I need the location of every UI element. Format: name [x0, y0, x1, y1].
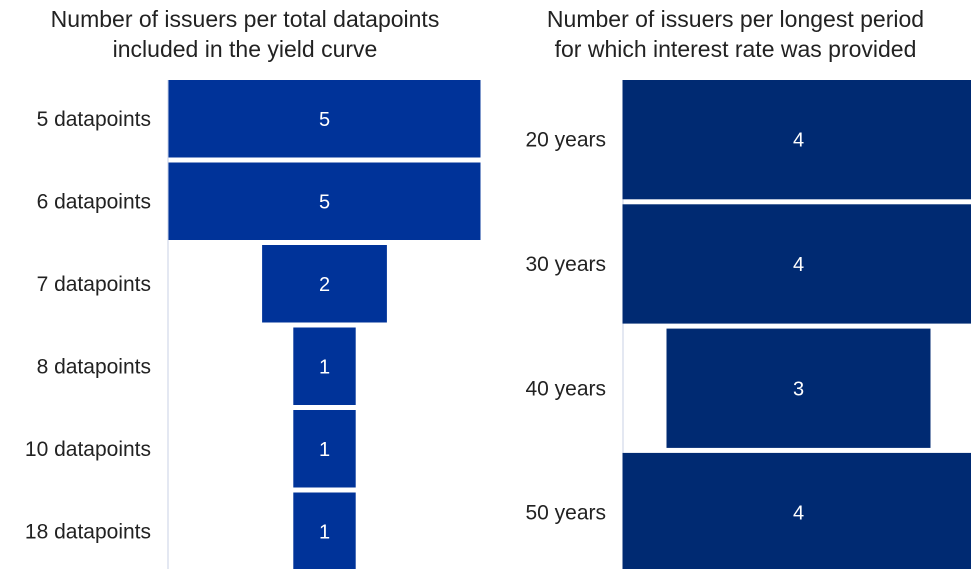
chart-title-left: Number of issuers per total datapoints i… — [0, 4, 490, 64]
category-label: 50 years — [525, 502, 606, 525]
category-label: 6 datapoints — [37, 190, 151, 213]
bar-value-label: 1 — [319, 439, 330, 461]
category-label: 40 years — [525, 377, 606, 400]
funnel-bar — [666, 328, 931, 448]
chart-title-right: Number of issuers per longest period for… — [500, 4, 971, 64]
category-label: 20 years — [525, 129, 606, 152]
chart-title-left-line-1: Number of issuers per total datapoints — [50, 6, 440, 32]
bar-value-label: 5 — [319, 109, 330, 131]
funnel-bar — [293, 410, 356, 488]
category-label: 30 years — [525, 253, 606, 276]
category-label: 18 datapoints — [25, 520, 151, 543]
bar-value-label: 3 — [793, 378, 804, 400]
bar-value-label: 4 — [793, 130, 804, 152]
bar-value-label: 1 — [319, 521, 330, 543]
funnel-bar — [622, 80, 971, 200]
funnel-bar — [168, 162, 481, 240]
funnel-bar — [293, 327, 356, 405]
funnel-bar — [622, 204, 971, 324]
funnel-bar — [168, 80, 481, 158]
bar-value-label: 4 — [793, 503, 804, 525]
funnel-chart-left: 5 5 datapoints 5 6 datapoints 2 7 datapoints 1… — [25, 80, 481, 569]
bar-value-label: 5 — [319, 191, 330, 213]
funnel-bar — [622, 452, 971, 569]
funnel-bar — [262, 245, 387, 323]
category-label: 10 datapoints — [25, 438, 151, 461]
chart-title-right-line-2: for which interest rate was provided — [554, 36, 917, 62]
bar-value-label: 1 — [319, 356, 330, 378]
chart-title-left-line-2: included in the yield curve — [112, 36, 378, 62]
chart-title-right-line-1: Number of issuers per longest period — [546, 6, 925, 32]
category-label: 5 datapoints — [37, 108, 151, 131]
category-label: 8 datapoints — [37, 355, 151, 378]
category-label: 7 datapoints — [37, 273, 151, 296]
funnel-bar — [293, 492, 356, 569]
bar-value-label: 4 — [793, 254, 804, 276]
bar-value-label: 2 — [319, 274, 330, 296]
funnel-chart-right: 4 20 years 4 30 years 3 40 years 4 50 years — [525, 80, 971, 569]
